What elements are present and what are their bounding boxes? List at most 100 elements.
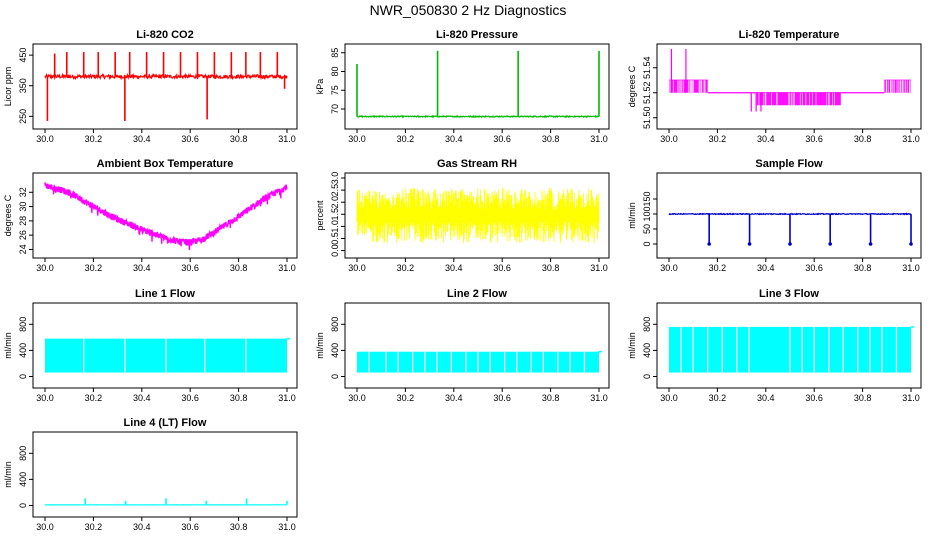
y-axis-label: kPa bbox=[315, 79, 325, 95]
x-tick-label: 30.4 bbox=[133, 263, 151, 273]
y-tick-label: 2.0 bbox=[330, 196, 340, 209]
data-layer bbox=[669, 325, 914, 374]
series-line bbox=[44, 182, 288, 251]
x-tick-label: 30.6 bbox=[181, 393, 199, 403]
y-tick-label: 0 bbox=[642, 374, 652, 379]
y-tick-label: 2.5 bbox=[330, 184, 340, 197]
data-layer bbox=[356, 50, 600, 119]
data-layer bbox=[44, 182, 288, 251]
x-tick-label: 30.2 bbox=[85, 393, 103, 403]
y-tick-label: 75 bbox=[330, 85, 340, 95]
x-tick-label: 30.0 bbox=[348, 134, 366, 144]
y-tick-label: 50 bbox=[642, 224, 652, 234]
data-layer bbox=[44, 52, 288, 121]
y-tick-label: 800 bbox=[18, 317, 28, 332]
y-tick-label: 70 bbox=[330, 104, 340, 114]
x-tick-label: 30.4 bbox=[133, 393, 151, 403]
y-tick-label: 30 bbox=[18, 202, 28, 212]
x-tick-label: 31.0 bbox=[902, 393, 920, 403]
x-tick-label: 30.8 bbox=[854, 263, 872, 273]
chart-title: Line 2 Flow bbox=[447, 288, 507, 300]
y-tick-label: 350 bbox=[18, 78, 28, 93]
x-tick-label: 30.2 bbox=[85, 134, 103, 144]
chart-ambient: Ambient Box Temperature degrees C 30.0 30.2… bbox=[3, 158, 298, 273]
y-tick-label: 800 bbox=[330, 317, 340, 332]
data-layer bbox=[357, 350, 602, 374]
y-axis-label: ml/min bbox=[3, 461, 13, 488]
data-point bbox=[909, 242, 913, 246]
x-tick-label: 30.4 bbox=[445, 393, 463, 403]
x-tick-label: 30.4 bbox=[133, 134, 151, 144]
y-tick-label: 26 bbox=[18, 230, 28, 240]
y-tick-label: 0 bbox=[642, 241, 652, 246]
data-layer bbox=[45, 337, 290, 374]
chart-title: Li-820 Temperature bbox=[739, 29, 840, 41]
x-tick-label: 30.2 bbox=[709, 134, 727, 144]
x-tick-label: 30.0 bbox=[36, 393, 54, 403]
plot-frame bbox=[656, 43, 922, 130]
data-layer bbox=[668, 49, 911, 112]
data-layer bbox=[356, 187, 600, 244]
x-tick-label: 30.4 bbox=[445, 134, 463, 144]
y-tick-label: 100 bbox=[642, 206, 652, 221]
chart-title: Line 1 Flow bbox=[135, 288, 195, 300]
y-tick-label: 400 bbox=[330, 343, 340, 358]
y-tick-label: 1.0 bbox=[330, 220, 340, 233]
y-tick-label: 800 bbox=[642, 317, 652, 332]
chart-title: Line 3 Flow bbox=[759, 288, 819, 300]
y-tick-label: 150 bbox=[642, 191, 652, 206]
y-tick-label: 3.0 bbox=[330, 172, 340, 185]
x-tick-label: 31.0 bbox=[590, 393, 608, 403]
chart-temperature: Li-820 Temperature degrees C 30.0 30.2 30.4 3… bbox=[627, 29, 922, 144]
y-tick-label: 0 bbox=[18, 374, 28, 379]
y-axis-label: degrees C bbox=[3, 194, 13, 236]
chart-rh: Gas Stream RH percent 30.0 30.2 30.4 30.6 30.8… bbox=[315, 158, 610, 273]
y-tick-label: 80 bbox=[330, 66, 340, 76]
x-tick-label: 30.4 bbox=[757, 263, 775, 273]
x-tick-label: 30.8 bbox=[230, 134, 248, 144]
oscillation-band bbox=[669, 80, 708, 93]
plot-frame bbox=[656, 302, 922, 389]
plot-frame bbox=[344, 172, 610, 259]
y-tick-label: 0.5 bbox=[330, 232, 340, 245]
series-line bbox=[356, 114, 600, 119]
x-tick-label: 30.6 bbox=[181, 522, 199, 532]
y-tick-label: 400 bbox=[18, 472, 28, 487]
data-point bbox=[707, 242, 711, 246]
oscillation-band bbox=[756, 92, 841, 106]
chart-line3: Line 3 Flow ml/min 30.0 30.2 30.4 30.6 30.8 31.… bbox=[627, 288, 922, 403]
data-point bbox=[747, 242, 752, 246]
x-tick-label: 30.8 bbox=[542, 393, 560, 403]
x-tick-label: 30.8 bbox=[854, 393, 872, 403]
y-tick-label: 400 bbox=[642, 343, 652, 358]
x-tick-label: 31.0 bbox=[590, 134, 608, 144]
chart-title: Li-820 Pressure bbox=[436, 29, 518, 41]
y-tick-label: 0.0 bbox=[330, 244, 340, 257]
y-tick-label: 51.52 bbox=[642, 81, 652, 104]
y-axis-label: Licor ppm bbox=[3, 67, 13, 107]
x-tick-label: 30.0 bbox=[348, 393, 366, 403]
x-tick-label: 30.4 bbox=[133, 522, 151, 532]
y-axis-label: percent bbox=[315, 200, 325, 231]
x-tick-label: 30.8 bbox=[230, 393, 248, 403]
x-tick-label: 30.8 bbox=[542, 134, 560, 144]
chart-line1: Line 1 Flow ml/min 30.0 30.2 30.4 30.6 30.8 31.… bbox=[3, 288, 298, 403]
y-tick-label: 450 bbox=[18, 48, 28, 63]
oscillation-band bbox=[884, 80, 911, 93]
x-tick-label: 31.0 bbox=[278, 263, 296, 273]
plot-frame bbox=[32, 172, 298, 259]
x-tick-label: 30.2 bbox=[709, 393, 727, 403]
y-tick-label: 24 bbox=[18, 244, 28, 254]
x-tick-label: 30.2 bbox=[397, 263, 415, 273]
y-tick-label: 800 bbox=[18, 446, 28, 461]
x-tick-label: 30.6 bbox=[805, 393, 823, 403]
chart-sample: Sample Flow ml/min 30.0 30.2 30.4 30.6 30.8 31.… bbox=[627, 158, 922, 273]
x-tick-label: 30.0 bbox=[660, 393, 678, 403]
x-tick-label: 30.8 bbox=[230, 522, 248, 532]
x-tick-label: 30.4 bbox=[757, 134, 775, 144]
y-tick-label: 85 bbox=[330, 48, 340, 58]
x-tick-label: 30.6 bbox=[493, 263, 511, 273]
series-line bbox=[356, 187, 600, 244]
x-tick-label: 30.6 bbox=[805, 134, 823, 144]
